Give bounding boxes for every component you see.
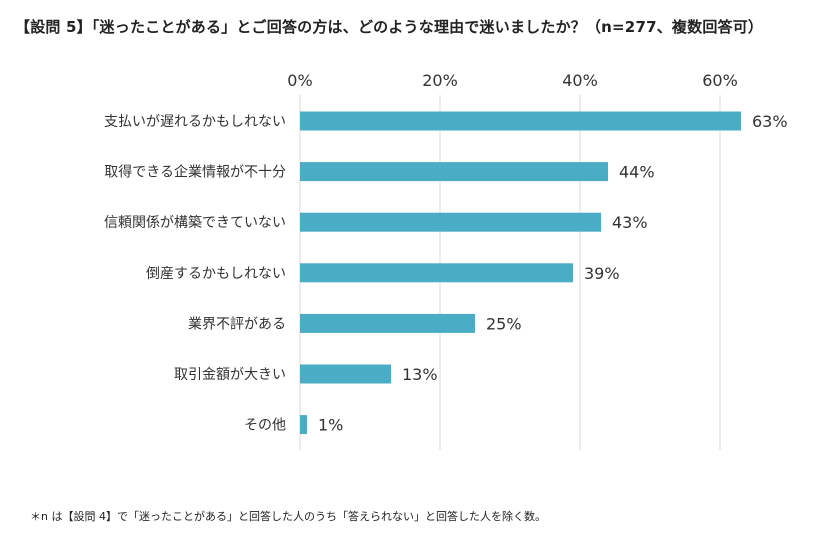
tick-label-40: 40%	[562, 71, 598, 90]
category-label-1: 取得できる企業情報が不十分	[104, 164, 286, 181]
bar-2	[300, 212, 601, 232]
tick-label-20: 20%	[422, 71, 458, 90]
bar-3	[300, 263, 573, 283]
value-label-0: 63%	[752, 112, 788, 131]
bar-0	[300, 111, 741, 131]
x-axis-ticks: 0% 20% 40% 60%	[287, 71, 737, 90]
value-label-4: 25%	[486, 314, 522, 333]
category-label-4: 業界不評がある	[188, 316, 286, 332]
bar-1	[300, 162, 608, 182]
bar-6	[300, 415, 307, 435]
category-label-0: 支払いが遅れるかもしれない	[104, 114, 286, 130]
tick-label-0: 0%	[287, 71, 312, 90]
tick-label-60: 60%	[702, 71, 738, 90]
bars	[300, 111, 741, 435]
footnote: ＊n は【設問 4】で「迷ったことがある」と回答した人のうち「答えられない」と回…	[30, 510, 546, 523]
value-label-6: 1%	[318, 416, 343, 435]
category-label-2: 信頼関係が構築できていない	[104, 215, 286, 231]
category-labels: 支払いが遅れるかもしれない取得できる企業情報が不十分信頼関係が構築できていない倒…	[104, 114, 286, 434]
bar-5	[300, 364, 391, 384]
value-label-2: 43%	[612, 213, 648, 232]
value-labels: 63% 44% 43% 39% 25% 13% 1%	[318, 112, 788, 435]
value-label-3: 39%	[584, 264, 620, 283]
category-label-6: その他	[244, 418, 286, 434]
chart-title: 【設問 5】「迷ったことがある」とご回答の方は、どのような理由で迷いましたか？（…	[15, 18, 764, 36]
value-label-5: 13%	[402, 365, 438, 384]
category-label-3: 倒産するかもしれない	[146, 266, 286, 282]
value-label-1: 44%	[619, 163, 655, 182]
category-label-5: 取引金額が大きい	[174, 367, 286, 383]
bar-4	[300, 313, 475, 333]
